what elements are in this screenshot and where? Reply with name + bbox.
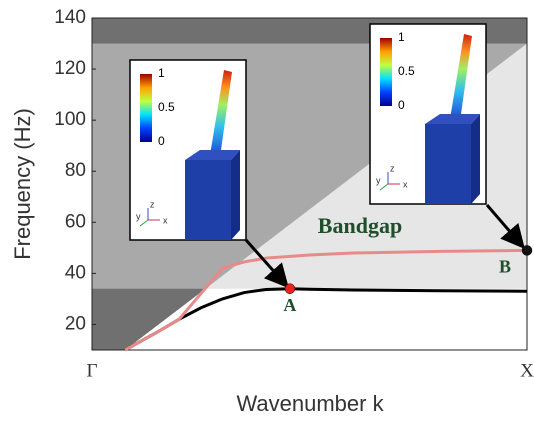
base-block: [425, 124, 471, 204]
triad-label: z: [390, 163, 395, 173]
base-block: [185, 160, 231, 240]
x-tick-label: X: [520, 360, 534, 381]
point: [285, 284, 295, 294]
base-side: [231, 150, 240, 240]
y-tick-label: 80: [65, 160, 86, 181]
y-tick-label: 140: [54, 7, 86, 28]
annotation: Bandgap: [318, 213, 402, 238]
y-tick-label: 120: [54, 58, 86, 79]
chart: Wavenumber k Frequency (Hz) 204060801001…: [0, 0, 534, 421]
colorbar-label: 1: [398, 30, 405, 44]
point: [522, 245, 532, 255]
colorbar-label: 0: [158, 134, 165, 148]
x-tick-label: Γ: [87, 360, 98, 381]
colorbar-label: 0.5: [398, 64, 415, 78]
inset: 1 0.5 0 yzx: [130, 60, 246, 240]
y-tick-label: 20: [65, 313, 86, 334]
inset: 1 0.5 0 yzx: [370, 24, 486, 204]
point-label: A: [283, 295, 296, 315]
triad-label: x: [403, 179, 408, 189]
colorbar-label: 1: [158, 66, 165, 80]
colorbar-label: 0: [398, 98, 405, 112]
triad-label: y: [136, 211, 141, 221]
y-tick-label: 60: [65, 211, 86, 232]
y-tick-label: 40: [65, 262, 86, 283]
colorbar-label: 0.5: [158, 100, 175, 114]
y-axis-label: Frequency (Hz): [10, 108, 35, 260]
y-tick-label: 100: [54, 109, 86, 130]
colorbar: [380, 38, 392, 106]
colorbar: [140, 74, 152, 142]
triad-label: y: [376, 175, 381, 185]
triad-label: z: [150, 199, 155, 209]
base-side: [471, 114, 480, 204]
x-axis-label: Wavenumber k: [236, 391, 384, 416]
point-label: B: [499, 257, 511, 277]
triad-label: x: [163, 215, 168, 225]
